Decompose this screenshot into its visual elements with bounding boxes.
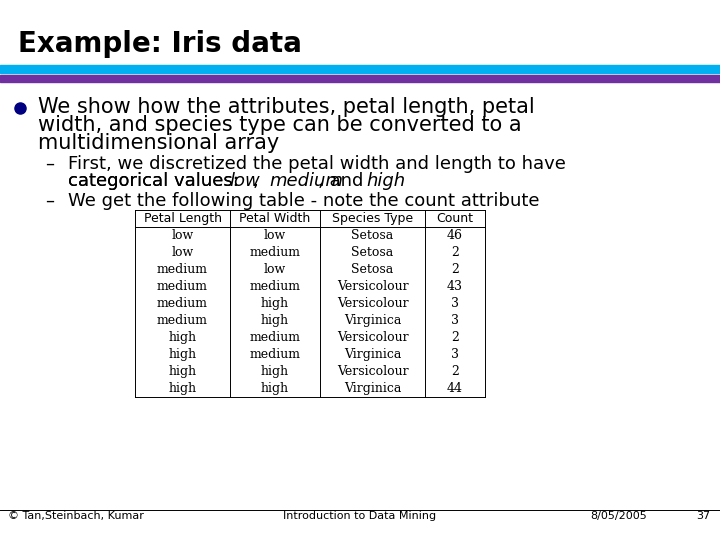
Text: Petal Length: Petal Length — [143, 212, 222, 225]
Text: Species Type: Species Type — [332, 212, 413, 225]
Text: high: high — [366, 172, 405, 190]
Text: high: high — [261, 297, 289, 310]
Text: low: low — [229, 172, 260, 190]
Text: 3: 3 — [451, 348, 459, 361]
Text: 2: 2 — [451, 246, 459, 259]
Text: Virginica: Virginica — [344, 382, 401, 395]
Text: Versicolour: Versicolour — [337, 365, 408, 378]
Text: categorical values:: categorical values: — [68, 172, 245, 190]
Text: Count: Count — [436, 212, 474, 225]
Text: categorical values:: categorical values: — [68, 172, 245, 190]
Text: low: low — [264, 229, 286, 242]
Text: medium: medium — [157, 297, 208, 310]
Text: high: high — [168, 365, 197, 378]
Text: low: low — [264, 263, 286, 276]
Text: –: – — [45, 155, 54, 173]
Text: Setosa: Setosa — [351, 246, 394, 259]
Text: high: high — [261, 314, 289, 327]
Text: Setosa: Setosa — [351, 229, 394, 242]
Text: 8/05/2005: 8/05/2005 — [590, 511, 647, 521]
Text: medium: medium — [250, 331, 300, 344]
Text: We show how the attributes, petal length, petal: We show how the attributes, petal length… — [38, 97, 535, 117]
Text: Petal Width: Petal Width — [239, 212, 310, 225]
Text: We get the following table - note the count attribute: We get the following table - note the co… — [68, 192, 539, 210]
Text: low: low — [171, 246, 194, 259]
Text: medium: medium — [250, 348, 300, 361]
Text: Introduction to Data Mining: Introduction to Data Mining — [284, 511, 436, 521]
Text: Versicolour: Versicolour — [337, 280, 408, 293]
Text: Setosa: Setosa — [351, 263, 394, 276]
Text: Virginica: Virginica — [344, 314, 401, 327]
Text: medium: medium — [250, 246, 300, 259]
Text: high: high — [168, 331, 197, 344]
Text: medium: medium — [269, 172, 343, 190]
Text: 37: 37 — [696, 511, 710, 521]
Text: low: low — [171, 229, 194, 242]
Text: 2: 2 — [451, 331, 459, 344]
Text: high: high — [168, 348, 197, 361]
Text: 43: 43 — [447, 280, 463, 293]
Text: First, we discretized the petal width and length to have: First, we discretized the petal width an… — [68, 155, 566, 173]
Text: multidimensional array: multidimensional array — [38, 133, 279, 153]
Text: –: – — [45, 192, 54, 210]
Bar — [0, 75, 720, 82]
Text: high: high — [168, 382, 197, 395]
Text: medium: medium — [250, 280, 300, 293]
Text: 46: 46 — [447, 229, 463, 242]
Text: 3: 3 — [451, 297, 459, 310]
Text: medium: medium — [157, 280, 208, 293]
Text: 2: 2 — [451, 263, 459, 276]
Text: Versicolour: Versicolour — [337, 331, 408, 344]
Text: 3: 3 — [451, 314, 459, 327]
Text: high: high — [261, 365, 289, 378]
Text: ,: , — [253, 172, 265, 190]
Text: 2: 2 — [451, 365, 459, 378]
Text: width, and species type can be converted to a: width, and species type can be converted… — [38, 115, 521, 135]
Text: Versicolour: Versicolour — [337, 297, 408, 310]
Text: , and: , and — [318, 172, 369, 190]
Text: 44: 44 — [447, 382, 463, 395]
Text: high: high — [261, 382, 289, 395]
Text: Virginica: Virginica — [344, 348, 401, 361]
Text: medium: medium — [157, 314, 208, 327]
Text: medium: medium — [157, 263, 208, 276]
Bar — [0, 65, 720, 73]
Text: Example: Iris data: Example: Iris data — [18, 30, 302, 58]
Text: © Tan,Steinbach, Kumar: © Tan,Steinbach, Kumar — [8, 511, 144, 521]
